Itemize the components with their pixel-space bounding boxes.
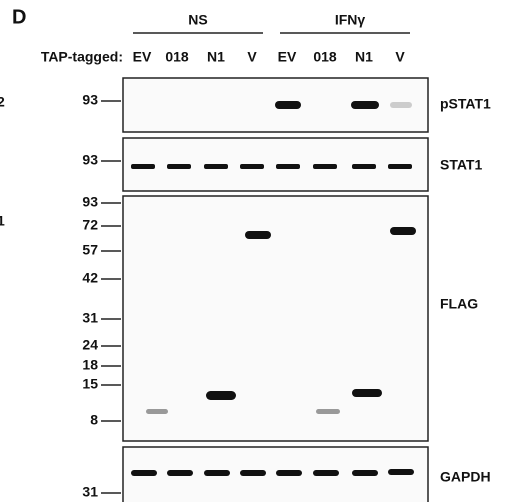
marker-label: 31 (82, 310, 98, 326)
marker-label: 93 (82, 92, 98, 108)
fragment: 2 (0, 94, 5, 110)
lane-label: 018 (165, 49, 189, 65)
marker-label: 24 (82, 337, 98, 353)
band (388, 164, 412, 169)
blot-name: pSTAT1 (440, 96, 491, 112)
marker-label: 93 (82, 152, 98, 168)
panel-label: D (12, 6, 26, 28)
group-label: IFNγ (335, 12, 366, 28)
band (240, 164, 264, 169)
band (146, 409, 168, 414)
marker-label: 57 (82, 242, 98, 258)
marker-label: 42 (82, 270, 98, 286)
lane-label: EV (133, 49, 152, 65)
band (204, 164, 228, 169)
blot-name: FLAG (440, 296, 478, 312)
band (275, 101, 301, 109)
band (131, 164, 155, 169)
lane-label: N1 (207, 49, 225, 65)
blot-name: GAPDH (440, 469, 491, 485)
band (352, 470, 378, 476)
lane-label: 018 (313, 49, 337, 65)
band (167, 164, 191, 169)
band (276, 164, 300, 169)
band (388, 469, 414, 475)
figure: D NS IFNγ TAP-tagged: EV 018 N1 V EV 018 N1 V 2… (0, 0, 506, 502)
blot-flag (123, 196, 428, 441)
band (206, 391, 236, 400)
row-label: TAP-tagged: (41, 49, 123, 65)
band (313, 164, 337, 169)
lane-label: V (247, 49, 257, 65)
lane-labels: EV 018 N1 V EV 018 N1 V (133, 49, 406, 65)
marker-label: 72 (82, 217, 98, 233)
group-label: NS (188, 12, 207, 28)
marker-label: 31 (82, 484, 98, 500)
band (245, 231, 271, 239)
lane-label: V (395, 49, 405, 65)
band (240, 470, 266, 476)
band (313, 470, 339, 476)
band (352, 389, 382, 397)
band (352, 164, 376, 169)
band (167, 470, 193, 476)
band (316, 409, 340, 414)
lane-label: N1 (355, 49, 373, 65)
marker-label: 18 (82, 357, 98, 373)
band (204, 470, 230, 476)
fragment: 1 (0, 213, 5, 229)
lane-label: EV (278, 49, 297, 65)
band (131, 470, 157, 476)
band (351, 101, 379, 109)
marker-label: 93 (82, 194, 98, 210)
blot-name: STAT1 (440, 157, 482, 173)
marker-label: 15 (82, 376, 98, 392)
band (390, 227, 416, 235)
band (390, 102, 412, 108)
marker-label: 8 (90, 412, 98, 428)
band (276, 470, 302, 476)
